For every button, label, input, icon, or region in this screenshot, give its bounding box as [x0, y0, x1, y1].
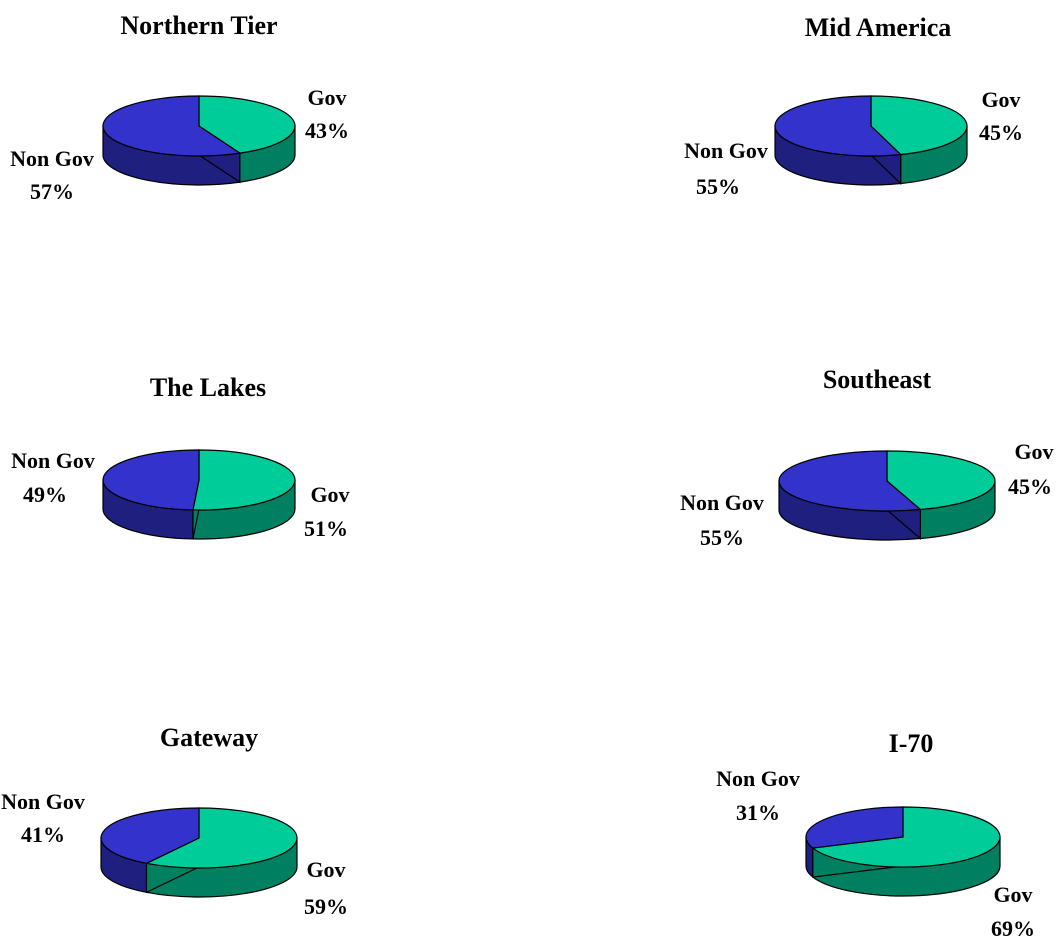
- slice-value-gov: 43%: [305, 118, 349, 143]
- slice-non-gov: [778, 450, 922, 512]
- slice-label-gov: Gov: [306, 857, 345, 882]
- slice-label-gov: Gov: [307, 85, 346, 110]
- chart-title: Mid America: [805, 13, 952, 42]
- slice-label-non-gov: Non Gov: [684, 138, 768, 163]
- slice-gov: [192, 449, 296, 511]
- slice-value-gov: 69%: [991, 916, 1035, 941]
- slice-gov: [198, 95, 296, 154]
- slice-gov: [144, 807, 298, 869]
- slice-gov: [886, 450, 996, 511]
- chart-title: I-70: [889, 729, 934, 758]
- pie-chart-i-70: I-70 Gov 69% Non Gov 31%: [716, 729, 1035, 941]
- slice-value-non-gov: 49%: [23, 482, 67, 507]
- slice-label-non-gov: Non Gov: [680, 490, 764, 515]
- slice-label-non-gov: Non Gov: [11, 448, 95, 473]
- slice-non-gov: [805, 806, 904, 849]
- slice-value-non-gov: 55%: [700, 525, 744, 550]
- chart-title: The Lakes: [150, 373, 266, 402]
- slice-label-gov: Gov: [310, 482, 349, 507]
- pie-chart-southeast: Southeast Gov 45% Non Gov 55%: [680, 365, 1053, 550]
- slice-value-non-gov: 57%: [30, 179, 74, 204]
- pie-chart-northern-tier: Northern Tier Gov 43% Non Gov 57%: [10, 11, 349, 204]
- slice-non-gov: [774, 95, 903, 157]
- pie-chart-gateway: Gateway Gov 59% Non Gov 41%: [1, 723, 348, 919]
- slice-value-gov: 45%: [979, 120, 1023, 145]
- slice-value-non-gov: 41%: [21, 822, 65, 847]
- slice-value-gov: 45%: [1008, 474, 1052, 499]
- slice-non-gov: [100, 807, 200, 864]
- chart-title: Northern Tier: [120, 11, 277, 40]
- slice-label-non-gov: Non Gov: [1, 789, 85, 814]
- slice-non-gov: [102, 95, 242, 157]
- slice-gov: [870, 95, 968, 156]
- slice-value-non-gov: 31%: [736, 800, 780, 825]
- chart-title: Gateway: [160, 723, 258, 752]
- slice-value-gov: 59%: [304, 894, 348, 919]
- slice-value-non-gov: 55%: [696, 174, 740, 199]
- slice-value-gov: 51%: [304, 516, 348, 541]
- slice-label-gov: Gov: [993, 882, 1032, 907]
- slice-label-non-gov: Non Gov: [716, 766, 800, 791]
- slice-non-gov: [102, 449, 200, 511]
- slice-gov: [811, 806, 1001, 868]
- slice-label-non-gov: Non Gov: [10, 146, 94, 171]
- slice-label-gov: Gov: [981, 87, 1020, 112]
- slice-label-gov: Gov: [1014, 439, 1053, 464]
- pie-chart-mid-america: Mid America Gov 45% Non Gov 55%: [684, 13, 1023, 199]
- chart-title: Southeast: [823, 365, 932, 394]
- pie-chart-the-lakes: The Lakes Gov 51% Non Gov 49%: [11, 373, 349, 541]
